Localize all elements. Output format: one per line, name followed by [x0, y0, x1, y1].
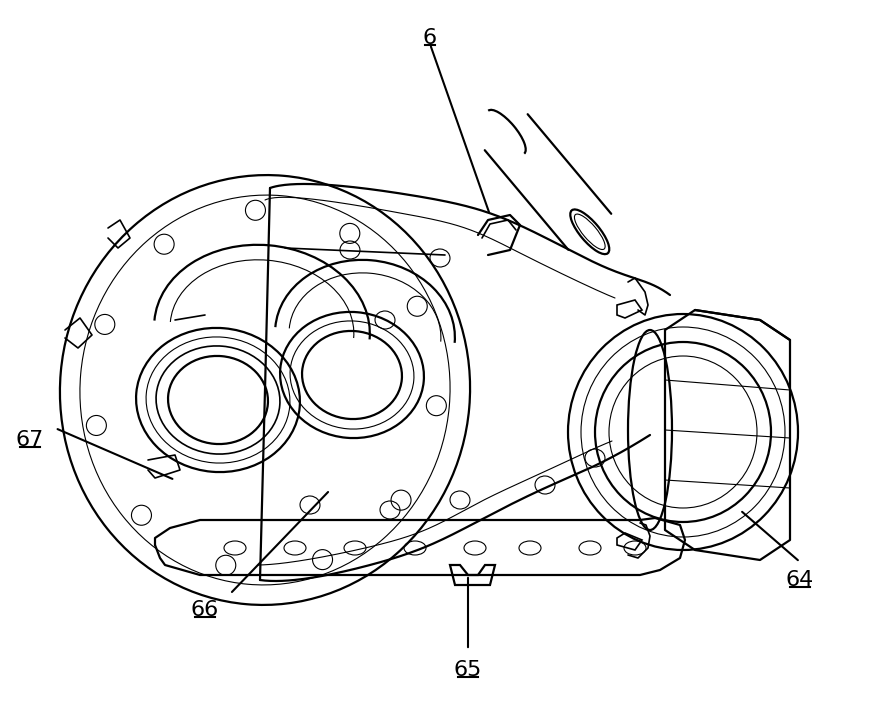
Text: 67: 67: [16, 430, 44, 450]
Text: 64: 64: [786, 570, 814, 590]
Text: 6: 6: [423, 28, 438, 48]
Text: 66: 66: [191, 600, 219, 620]
Text: 65: 65: [454, 660, 482, 680]
